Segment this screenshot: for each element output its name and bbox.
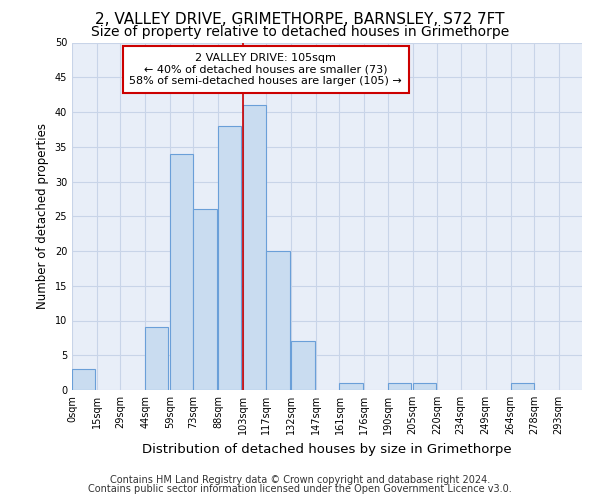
Text: Size of property relative to detached houses in Grimethorpe: Size of property relative to detached ho… bbox=[91, 25, 509, 39]
Text: Contains HM Land Registry data © Crown copyright and database right 2024.: Contains HM Land Registry data © Crown c… bbox=[110, 475, 490, 485]
Bar bbox=[193, 210, 217, 390]
Bar bbox=[72, 369, 95, 390]
Bar bbox=[340, 383, 363, 390]
Bar bbox=[388, 383, 411, 390]
Bar bbox=[291, 342, 314, 390]
Bar bbox=[413, 383, 436, 390]
Bar bbox=[266, 251, 290, 390]
Y-axis label: Number of detached properties: Number of detached properties bbox=[36, 123, 49, 309]
Text: 2, VALLEY DRIVE, GRIMETHORPE, BARNSLEY, S72 7FT: 2, VALLEY DRIVE, GRIMETHORPE, BARNSLEY, … bbox=[95, 12, 505, 28]
Text: 2 VALLEY DRIVE: 105sqm
← 40% of detached houses are smaller (73)
58% of semi-det: 2 VALLEY DRIVE: 105sqm ← 40% of detached… bbox=[130, 53, 402, 86]
Bar bbox=[218, 126, 241, 390]
Bar bbox=[145, 328, 169, 390]
Text: Contains public sector information licensed under the Open Government Licence v3: Contains public sector information licen… bbox=[88, 484, 512, 494]
Bar bbox=[511, 383, 534, 390]
X-axis label: Distribution of detached houses by size in Grimethorpe: Distribution of detached houses by size … bbox=[142, 442, 512, 456]
Bar bbox=[243, 105, 266, 390]
Bar bbox=[170, 154, 193, 390]
